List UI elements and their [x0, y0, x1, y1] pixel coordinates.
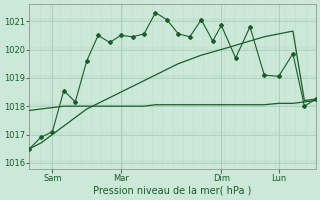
X-axis label: Pression niveau de la mer( hPa ): Pression niveau de la mer( hPa ) [93, 186, 252, 196]
